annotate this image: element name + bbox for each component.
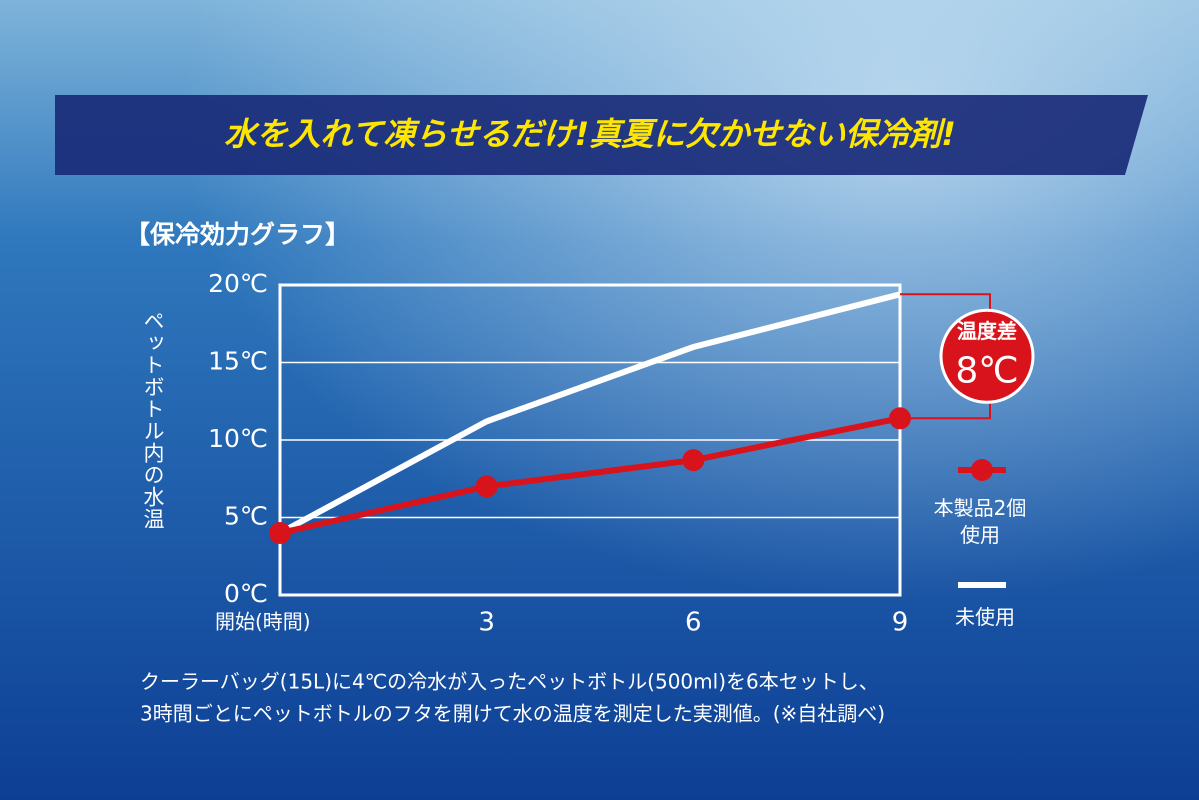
note-line: 3時間ごとにペットボトルのフタを開けて水の温度を測定した実測値。(※自社調べ) (140, 702, 885, 726)
plot-frame (278, 283, 902, 597)
y-tick-label: 10℃ (208, 424, 268, 453)
banner-text: 水を入れて凍らせるだけ!真夏に欠かせない保冷剤! (224, 115, 956, 153)
y-tick-label: 0℃ (224, 579, 268, 608)
legend-label: 未使用 (955, 605, 1015, 629)
series-line (279, 415, 901, 536)
annotation-badge (939, 308, 1035, 404)
marker (682, 449, 705, 472)
legend-label: 本製品2個使用 (933, 496, 1027, 547)
annotation-label: 温度差 (957, 319, 1017, 343)
y-axis-label: ペットボトル内の水温 (141, 310, 165, 530)
x-tick-label: 6 (685, 608, 702, 638)
x-tick-label: 3 (478, 608, 495, 638)
marker (475, 475, 498, 498)
y-tick-label: 15℃ (208, 347, 268, 376)
y-tick-label: 20℃ (208, 269, 268, 298)
marker (269, 522, 291, 544)
x-tick-label: 9 (892, 608, 909, 638)
plot: 0℃ 5℃ 10℃ 15℃ 20℃ 開始(時間) 3 6 9 温度差 8℃ (208, 269, 1035, 638)
note-line: クーラーバッグ(15L)に4℃の冷水が入ったペットボトル(500ml)を6本セッ… (140, 670, 879, 694)
legend-marker (971, 459, 993, 481)
series-line (278, 291, 901, 536)
y-tick-label: 5℃ (224, 502, 268, 531)
x-tick-label: 開始(時間) (215, 610, 311, 634)
chart-title: 【保冷効力グラフ】 (125, 220, 350, 249)
annotation-value: 8℃ (955, 350, 1018, 391)
banner (55, 95, 1148, 175)
